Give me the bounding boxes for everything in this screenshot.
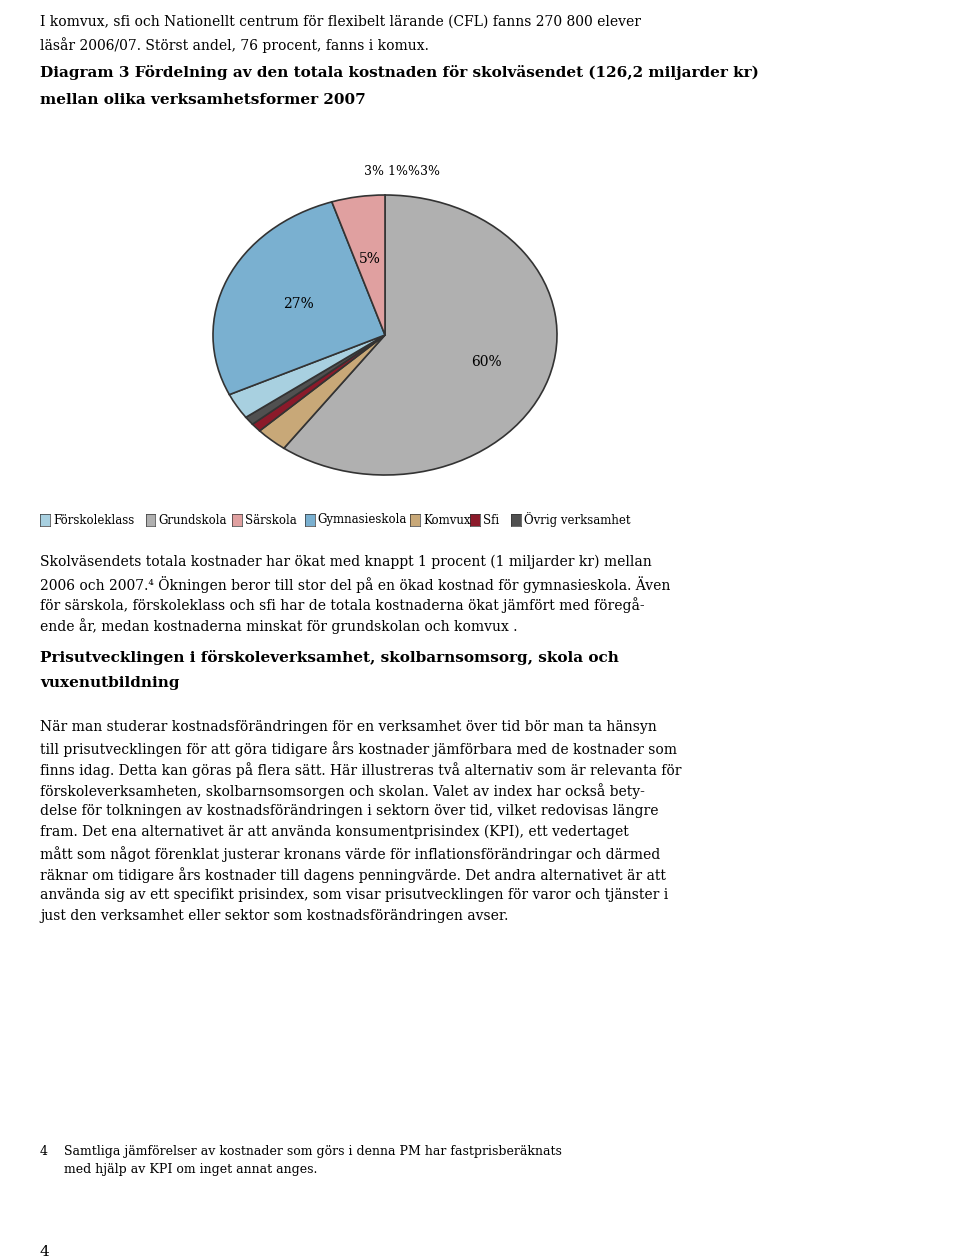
- Text: ende år, medan kostnaderna minskat för grundskolan och komvux .: ende år, medan kostnaderna minskat för g…: [40, 618, 517, 633]
- Text: Diagram 3 Fördelning av den totala kostnaden för skolväsendet (126,2 miljarder k: Diagram 3 Fördelning av den totala kostn…: [40, 65, 758, 81]
- Text: När man studerar kostnadsförändringen för en verksamhet över tid bör man ta häns: När man studerar kostnadsförändringen fö…: [40, 720, 657, 734]
- Wedge shape: [284, 195, 557, 475]
- Text: 4: 4: [40, 1245, 50, 1259]
- Text: I komvux, sfi och Nationellt centrum för flexibelt lärande (CFL) fanns 270 800 e: I komvux, sfi och Nationellt centrum för…: [40, 15, 641, 29]
- Text: 3% 1%%3%: 3% 1%%3%: [364, 165, 441, 179]
- Wedge shape: [259, 335, 385, 448]
- Text: med hjälp av KPI om inget annat anges.: med hjälp av KPI om inget annat anges.: [40, 1163, 318, 1176]
- Text: Prisutvecklingen i förskoleverksamhet, skolbarnsomsorg, skola och: Prisutvecklingen i förskoleverksamhet, s…: [40, 650, 619, 665]
- Text: vuxenutbildning: vuxenutbildning: [40, 676, 180, 690]
- Wedge shape: [229, 335, 385, 417]
- Text: mått som något förenklat justerar kronans värde för inflationsförändringar och d: mått som något förenklat justerar kronan…: [40, 846, 660, 862]
- Text: Skolväsendets totala kostnader har ökat med knappt 1 procent (1 miljarder kr) me: Skolväsendets totala kostnader har ökat …: [40, 555, 652, 569]
- Text: Förskoleklass: Förskoleklass: [53, 514, 134, 526]
- Text: mellan olika verksamhetsformer 2007: mellan olika verksamhetsformer 2007: [40, 93, 366, 107]
- Text: räknar om tidigare års kostnader till dagens penningvärde. Det andra alternative: räknar om tidigare års kostnader till da…: [40, 867, 666, 883]
- Text: läsår 2006/07. Störst andel, 76 procent, fanns i komux.: läsår 2006/07. Störst andel, 76 procent,…: [40, 37, 429, 53]
- Text: 60%: 60%: [471, 355, 502, 369]
- Text: 5%: 5%: [359, 252, 381, 266]
- Wedge shape: [332, 195, 385, 335]
- Text: just den verksamhet eller sektor som kostnadsförändringen avser.: just den verksamhet eller sektor som kos…: [40, 909, 509, 923]
- Wedge shape: [246, 335, 385, 424]
- Text: fram. Det ena alternativet är att använda konsumentprisindex (KPI), ett vedertag: fram. Det ena alternativet är att använd…: [40, 825, 629, 840]
- Text: 4    Samtliga jämförelser av kostnader som görs i denna PM har fastprisberäknats: 4 Samtliga jämförelser av kostnader som …: [40, 1144, 562, 1158]
- Text: Sfi: Sfi: [483, 514, 499, 526]
- Text: Särskola: Särskola: [245, 514, 297, 526]
- Text: finns idag. Detta kan göras på flera sätt. Här illustreras två alternativ som är: finns idag. Detta kan göras på flera sät…: [40, 762, 682, 778]
- Text: Komvux: Komvux: [423, 514, 470, 526]
- Text: till prisutvecklingen för att göra tidigare års kostnader jämförbara med de kost: till prisutvecklingen för att göra tidig…: [40, 742, 677, 757]
- Text: Grundskola: Grundskola: [158, 514, 227, 526]
- Text: för särskola, förskoleklass och sfi har de totala kostnaderna ökat jämfört med f: för särskola, förskoleklass och sfi har …: [40, 597, 644, 613]
- Text: Övrig verksamhet: Övrig verksamhet: [523, 512, 630, 528]
- Text: delse för tolkningen av kostnadsförändringen i sektorn över tid, vilket redovisa: delse för tolkningen av kostnadsförändri…: [40, 805, 659, 818]
- Text: 2006 och 2007.⁴ Ökningen beror till stor del på en ökad kostnad för gymnasieskol: 2006 och 2007.⁴ Ökningen beror till stor…: [40, 577, 670, 593]
- Text: 27%: 27%: [283, 297, 314, 311]
- Wedge shape: [252, 335, 385, 431]
- Wedge shape: [213, 201, 385, 394]
- Text: Gymnasieskola: Gymnasieskola: [318, 514, 407, 526]
- Text: förskoleverksamheten, skolbarnsomsorgen och skolan. Valet av index har också bet: förskoleverksamheten, skolbarnsomsorgen …: [40, 783, 645, 799]
- Text: använda sig av ett specifikt prisindex, som visar prisutvecklingen för varor och: använda sig av ett specifikt prisindex, …: [40, 888, 668, 901]
